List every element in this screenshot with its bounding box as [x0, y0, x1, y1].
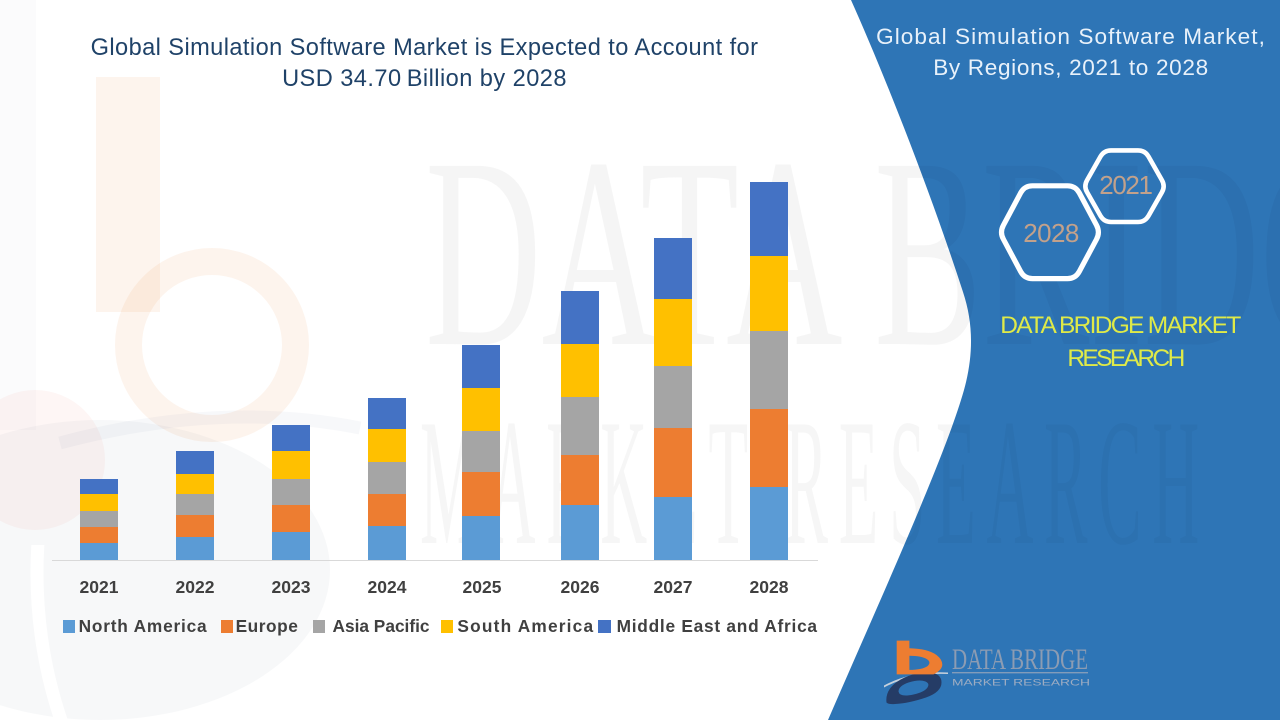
svg-text:MARKET RESEARCH: MARKET RESEARCH: [952, 678, 1090, 688]
svg-text:DATA BRIDGE: DATA BRIDGE: [952, 643, 1088, 676]
